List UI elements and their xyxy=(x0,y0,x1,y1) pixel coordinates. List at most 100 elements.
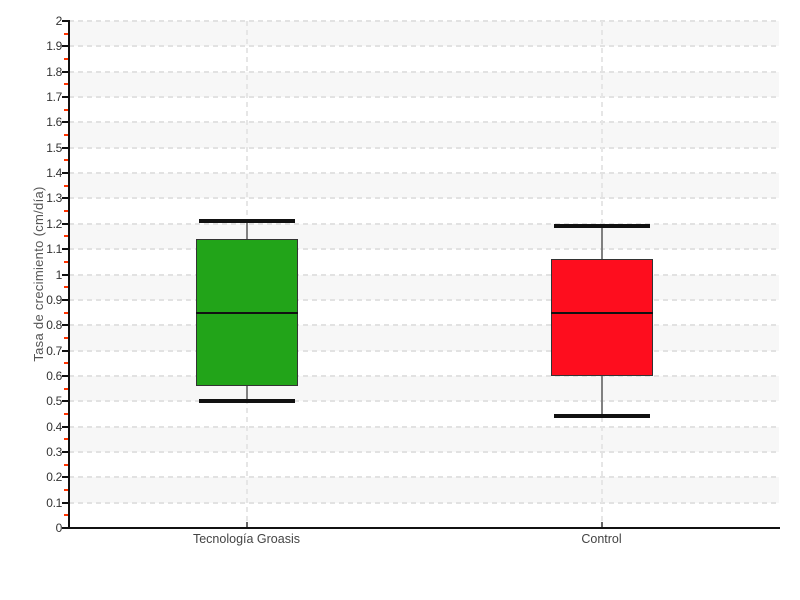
whisker-cap-max xyxy=(198,219,295,224)
y-axis-minor-tick xyxy=(64,412,69,415)
gridline-horizontal xyxy=(69,146,779,149)
whisker-stem-lower xyxy=(245,386,248,402)
gridline-horizontal xyxy=(69,248,779,251)
y-axis-minor-tick xyxy=(64,32,69,35)
y-tick-label: 1.5 xyxy=(46,140,62,155)
x-category-label: Tecnología Groasis xyxy=(192,532,300,546)
y-axis-minor-tick xyxy=(64,336,69,339)
whisker-stem-lower xyxy=(600,375,603,417)
y-axis-tick xyxy=(62,298,69,301)
x-category-label: Control xyxy=(581,532,622,546)
y-axis-tick xyxy=(62,172,69,175)
y-axis-tick xyxy=(62,222,69,225)
whisker-cap-max xyxy=(553,224,650,229)
median-line xyxy=(195,311,298,314)
y-axis-minor-tick xyxy=(64,463,69,466)
y-axis-tick xyxy=(62,400,69,403)
gridline-horizontal xyxy=(69,425,779,428)
y-axis-minor-tick xyxy=(64,83,69,86)
y-axis-minor-tick xyxy=(64,438,69,441)
box-control xyxy=(550,259,653,376)
y-axis-minor-tick xyxy=(64,210,69,213)
y-tick-label: 0.2 xyxy=(46,470,62,485)
y-axis-minor-tick xyxy=(64,311,69,314)
y-tick-label: 0.8 xyxy=(46,318,62,333)
y-axis-tick xyxy=(62,248,69,251)
gridline-horizontal xyxy=(69,20,779,22)
y-axis-minor-tick xyxy=(64,488,69,491)
y-axis-minor-tick xyxy=(64,514,69,517)
gridline-horizontal xyxy=(69,374,779,377)
y-tick-label: 1.4 xyxy=(46,166,62,181)
y-axis-tick xyxy=(62,70,69,73)
y-axis-tick xyxy=(62,476,69,479)
gridline-horizontal xyxy=(69,298,779,301)
y-axis-minor-tick xyxy=(64,134,69,137)
gridline-horizontal xyxy=(69,273,779,276)
y-tick-label: 0.4 xyxy=(46,419,62,434)
plot-band xyxy=(69,122,779,148)
x-axis-line xyxy=(68,527,780,529)
plot-band xyxy=(69,274,779,300)
y-axis-tick xyxy=(62,501,69,504)
y-tick-label: 1.2 xyxy=(46,216,62,231)
y-axis-tick xyxy=(62,374,69,377)
plot-band xyxy=(69,375,779,402)
gridline-horizontal xyxy=(69,172,779,175)
y-tick-label: 0 xyxy=(55,521,63,535)
median-line xyxy=(550,311,653,314)
y-axis-minor-tick xyxy=(64,387,69,390)
y-tick-label: 1.3 xyxy=(46,191,62,206)
whisker-stem-upper xyxy=(600,226,603,260)
gridline-horizontal xyxy=(69,349,779,352)
y-tick-label: 1.6 xyxy=(46,115,62,130)
y-axis-tick xyxy=(62,349,69,352)
y-tick-label: 1 xyxy=(55,267,63,282)
y-tick-label: 0.1 xyxy=(46,495,62,510)
plot-band xyxy=(69,426,779,452)
y-axis-tick xyxy=(62,273,69,276)
plot-band xyxy=(69,477,779,503)
whisker-stem-upper xyxy=(245,221,248,239)
plot-band xyxy=(69,173,779,199)
gridline-horizontal xyxy=(69,121,779,124)
y-axis-minor-tick xyxy=(64,362,69,365)
y-axis-minor-tick xyxy=(64,260,69,263)
y-tick-label: 0.6 xyxy=(46,368,62,383)
y-axis-tick xyxy=(62,20,69,22)
y-axis-tick xyxy=(62,324,69,327)
y-tick-label: 1.7 xyxy=(46,90,62,105)
y-axis-minor-tick xyxy=(64,159,69,162)
whisker-cap-min xyxy=(553,414,650,419)
gridline-horizontal xyxy=(69,400,779,403)
y-axis-tick xyxy=(62,450,69,453)
x-axis-tick xyxy=(600,522,603,528)
y-axis-tick xyxy=(62,527,69,529)
gridline-horizontal xyxy=(69,501,779,504)
y-axis-tick xyxy=(62,45,69,48)
y-axis-minor-tick xyxy=(64,286,69,289)
y-tick-label: 1.8 xyxy=(46,64,62,79)
y-axis-line xyxy=(68,20,70,529)
gridline-horizontal xyxy=(69,197,779,200)
y-axis-minor-tick xyxy=(64,108,69,111)
y-axis-minor-tick xyxy=(64,58,69,61)
gridline-horizontal xyxy=(69,476,779,479)
y-tick-label: 1.9 xyxy=(46,39,62,54)
plot-band xyxy=(69,71,779,98)
y-axis-minor-tick xyxy=(64,235,69,238)
x-axis-tick xyxy=(245,522,248,528)
y-tick-label: 1.1 xyxy=(46,242,62,257)
gridline-horizontal xyxy=(69,96,779,99)
plot-band xyxy=(69,223,779,250)
plot-band xyxy=(69,21,779,47)
gridline-horizontal xyxy=(69,70,779,73)
y-tick-label: 0.7 xyxy=(46,343,62,358)
y-tick-label: 0.9 xyxy=(46,292,62,307)
gridline-horizontal xyxy=(69,450,779,453)
gridline-horizontal xyxy=(69,222,779,225)
y-axis-tick xyxy=(62,96,69,99)
y-tick-label: 0.3 xyxy=(46,444,62,459)
y-tick-label: 0.5 xyxy=(46,394,62,409)
